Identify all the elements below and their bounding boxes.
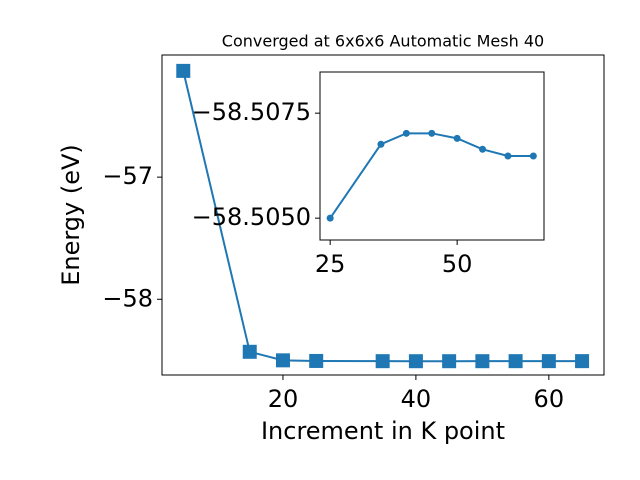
x-tick-label: 60 (534, 385, 565, 413)
marker (309, 353, 324, 368)
x-tick-label: 25 (315, 250, 346, 278)
marker (275, 353, 290, 368)
marker (508, 354, 523, 369)
x-tick-label: 50 (442, 250, 473, 278)
y-tick-label: −58.5075 (192, 98, 311, 126)
marker (242, 344, 257, 359)
marker (176, 63, 191, 78)
y-tick-label: −58 (102, 284, 153, 312)
marker (428, 129, 436, 137)
marker (479, 145, 487, 153)
marker (475, 354, 490, 369)
marker (326, 214, 334, 222)
series-line (329, 132, 534, 219)
y-tick-label: −58.5050 (192, 203, 311, 231)
chart-title: Converged at 6x6x6 Automatic Mesh 40 (222, 32, 544, 51)
marker (375, 354, 390, 369)
x-tick-label: 20 (268, 385, 299, 413)
marker (504, 152, 512, 160)
x-tick-label: 40 (401, 385, 432, 413)
marker (453, 134, 461, 142)
marker (408, 354, 423, 369)
axes-frame (161, 54, 605, 376)
marker (575, 354, 590, 369)
marker (541, 354, 556, 369)
marker (442, 354, 457, 369)
y-axis-label: Energy (eV) (57, 144, 85, 286)
marker (402, 129, 410, 137)
marker (529, 152, 537, 160)
marker (377, 140, 385, 148)
axes-frame (319, 71, 545, 241)
y-tick-label: −57 (102, 162, 153, 190)
x-axis-label: Increment in K point (261, 417, 505, 445)
